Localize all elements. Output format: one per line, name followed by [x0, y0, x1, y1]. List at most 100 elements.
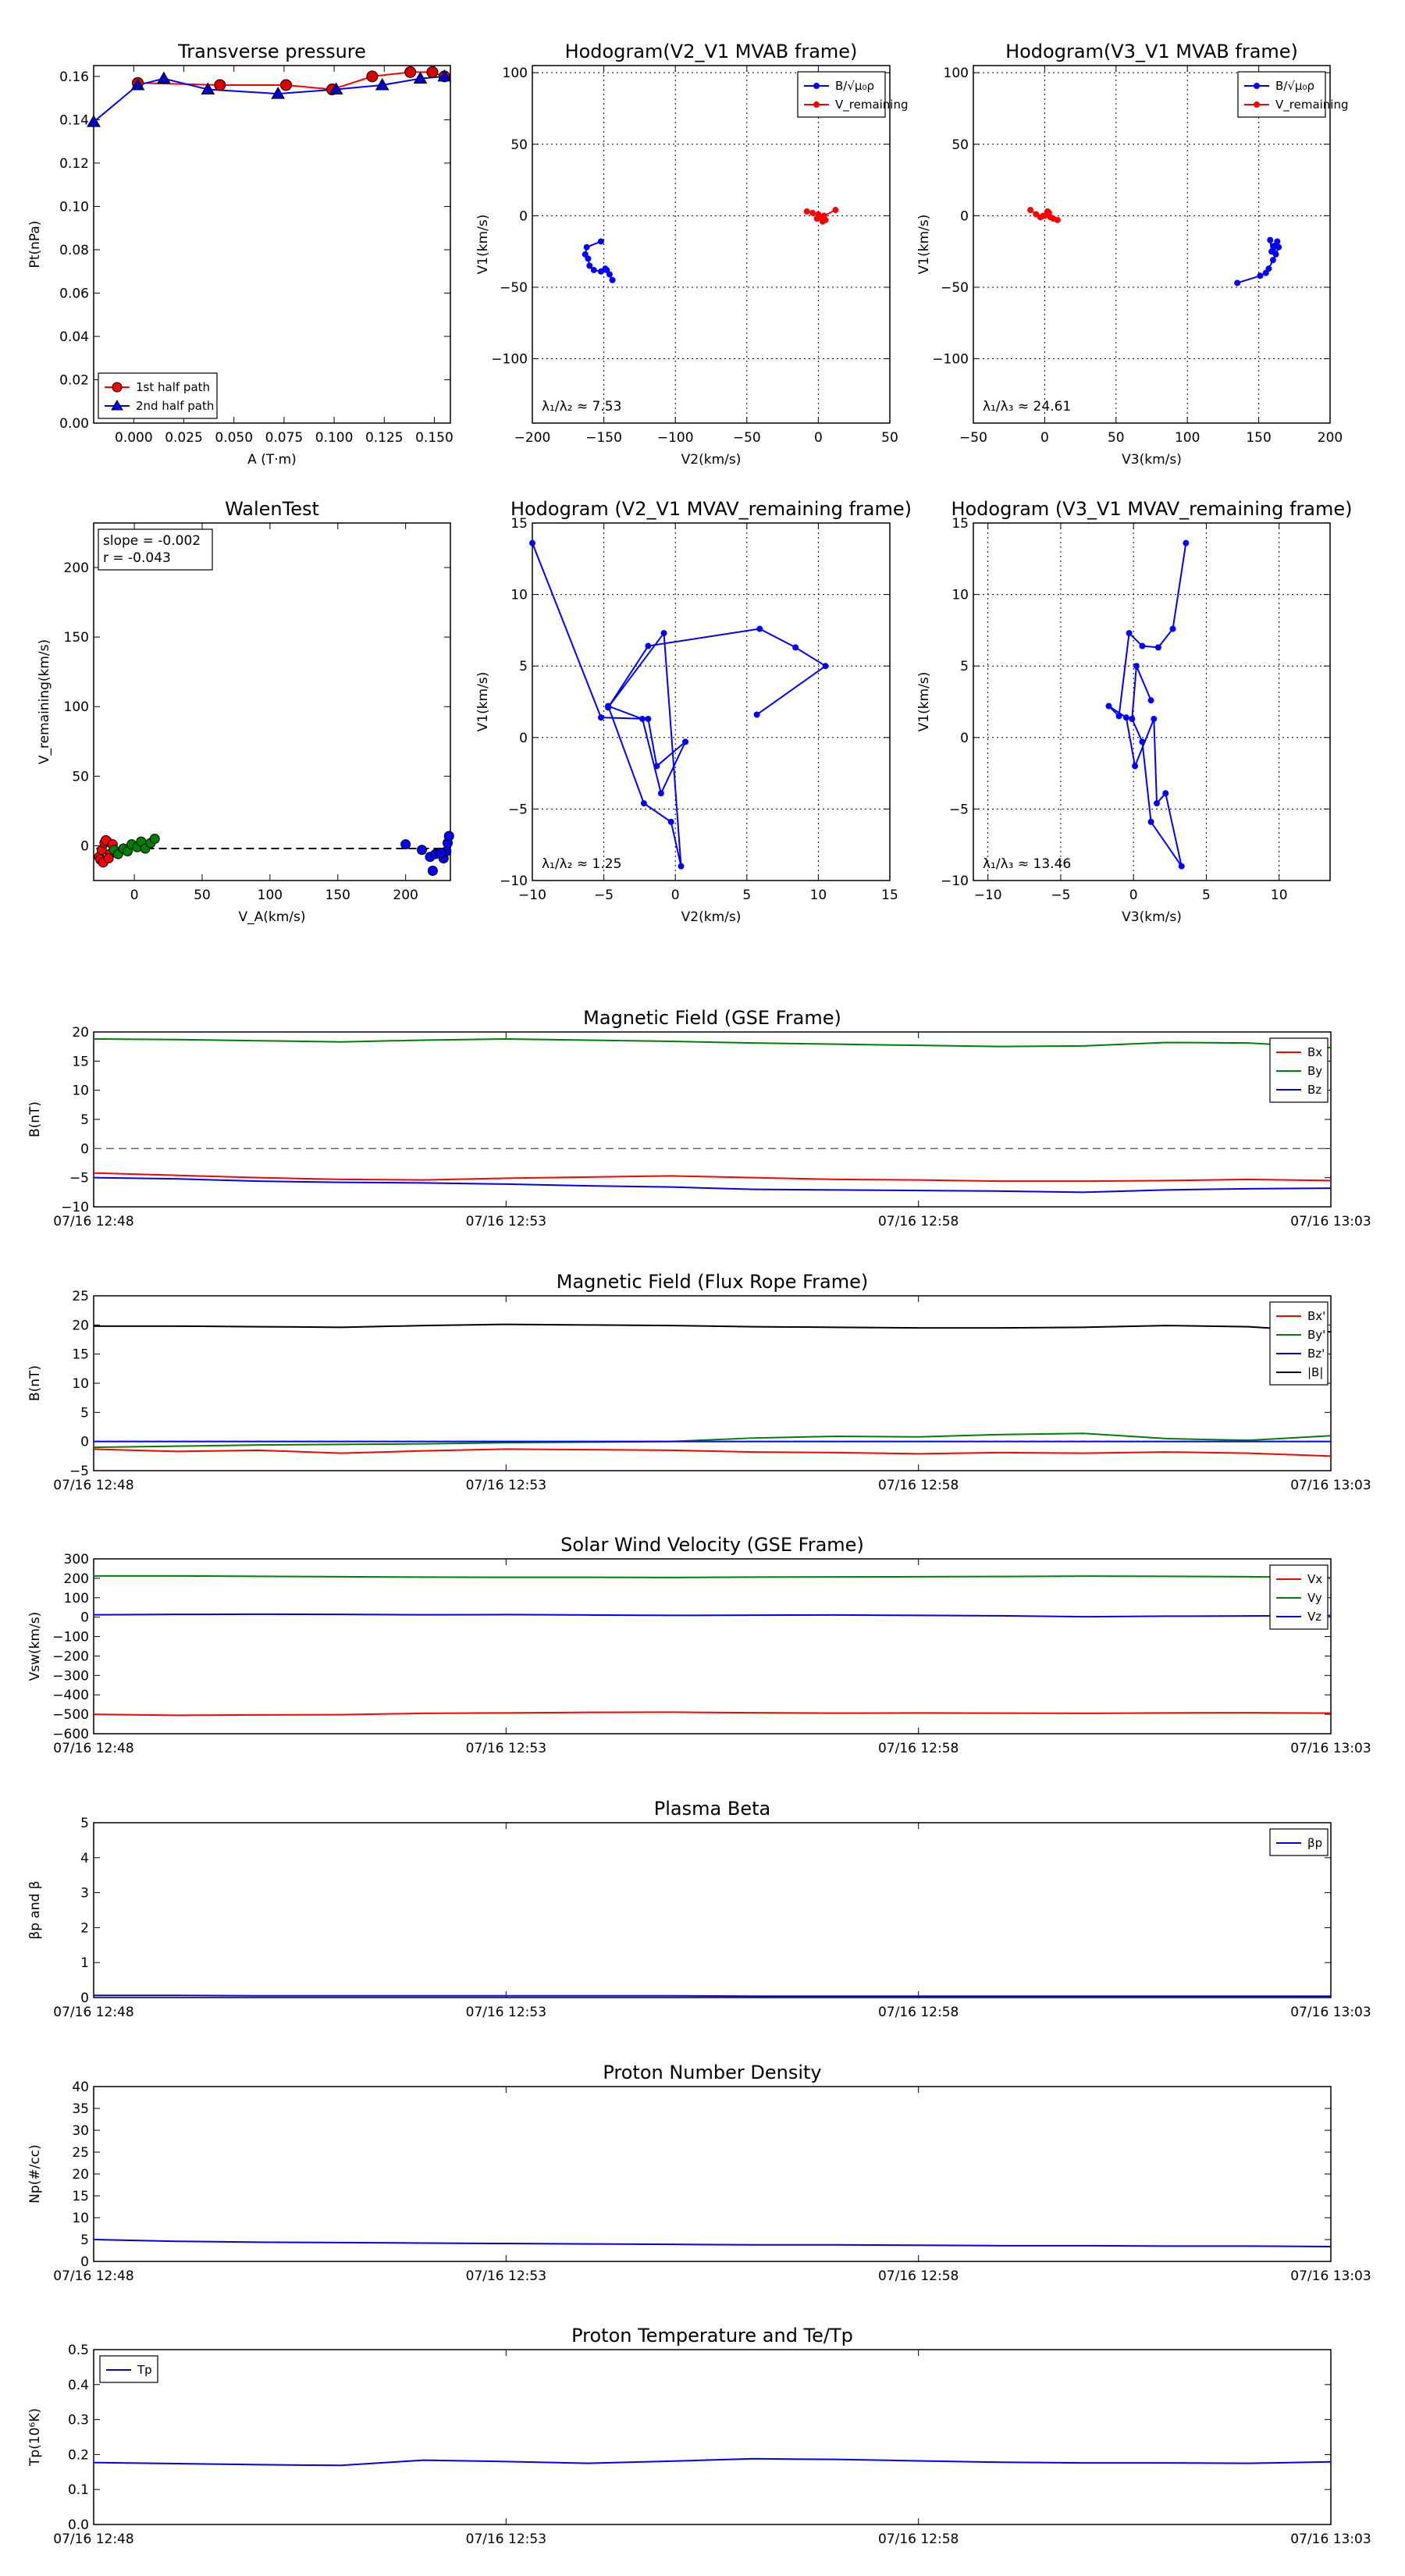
data-point [1265, 265, 1272, 272]
y-tick-label: 0.12 [59, 156, 89, 172]
y-axis-label: V1(km/s) [916, 215, 932, 275]
plot-frame [93, 2086, 1332, 2262]
x-tick-label: 200 [393, 888, 418, 903]
data-point [1147, 818, 1154, 825]
y-tick-label: −10 [941, 873, 969, 889]
y-axis-label: V1(km/s) [475, 215, 491, 275]
stats-line: r = -0.043 [103, 550, 171, 566]
x-tick-label: 100 [258, 888, 283, 903]
chart-proton-density: Proton Number Density Np(#/cc) 0 5 10 15 20 25 3… [27, 2062, 1371, 2284]
y-tick-label: −5 [69, 1171, 89, 1187]
y-tick-label: 50 [72, 769, 89, 785]
x-tick-label: 07/16 12:58 [878, 2532, 959, 2547]
data-point [822, 663, 829, 670]
x-tick-label: 07/16 12:48 [53, 2268, 133, 2284]
x-tick-label: 07/16 12:58 [878, 2268, 959, 2284]
y-tick-label: 5 [80, 1405, 89, 1421]
series-line-b [94, 1323, 1332, 1333]
chart-transverse-pressure: Transverse pressure Pt(nPa) A (T·m) 0.00 0.0… [27, 41, 454, 468]
y-tick-label: −5 [508, 802, 528, 817]
series-line-b [1108, 543, 1187, 867]
y-tick-label: 15 [72, 1054, 89, 1069]
x-tick-label: 100 [1175, 430, 1200, 446]
x-tick-label: 0 [1129, 888, 1138, 903]
chart-hodogram-v2-v1-mvav: Hodogram (V2_V1 MVAV_remaining frame) V1(… [475, 498, 912, 925]
y-tick-label: −100 [52, 1630, 89, 1646]
y-tick-label: −200 [52, 1649, 89, 1664]
data-point [586, 262, 593, 269]
chart-title: Hodogram(V2_V1 MVAB frame) [565, 41, 858, 62]
plot-frame [532, 522, 891, 881]
data-point [1129, 715, 1136, 722]
y-axis-label: βp and β [27, 1880, 43, 1939]
x-axis-label: A (T·m) [247, 452, 297, 468]
x-tick-label: −50 [959, 430, 987, 446]
x-tick-label: 07/16 13:03 [1290, 1478, 1371, 1493]
y-tick-label: 0.00 [59, 416, 89, 432]
data-point [606, 271, 613, 278]
y-tick-label: 0 [960, 208, 969, 224]
legend-label: Bx' [1307, 1309, 1325, 1323]
legend-marker [813, 101, 820, 108]
x-tick-label: 50 [194, 888, 211, 903]
x-tick-label: 0 [814, 430, 823, 446]
data-point-2nd-half [201, 82, 215, 95]
y-tick-label: 5 [80, 1816, 89, 1831]
legend-marker [1254, 83, 1260, 89]
y-axis-label: Tp(10⁶K) [27, 2408, 43, 2467]
chart-hodogram-v2-v1-mvab: Hodogram(V2_V1 MVAB frame) V1(km/s) V2(km/… [475, 41, 909, 468]
chart-title: Solar Wind Velocity (GSE Frame) [560, 1534, 864, 1556]
x-tick-label: 50 [1108, 430, 1125, 446]
data-point [803, 208, 810, 215]
y-tick-label: 0.06 [59, 286, 89, 301]
chart-title: Proton Number Density [603, 2062, 821, 2083]
data-point [820, 212, 827, 219]
data-point [660, 630, 667, 637]
data-point [678, 863, 685, 870]
y-tick-label: 20 [72, 1025, 89, 1041]
series-line-bz [93, 1176, 1332, 1194]
y-tick-label: 0.04 [59, 329, 89, 345]
y-tick-label: 35 [72, 2101, 89, 2117]
chart-walen-test: WalenTest V_remaining(km/s) V_A(km/s) 0 50 10… [37, 498, 454, 925]
series-line-2nd-half [93, 75, 445, 123]
data-point [667, 818, 674, 825]
legend-label: |B| [1307, 1365, 1323, 1379]
y-tick-label: −300 [52, 1668, 89, 1684]
plot-frame [93, 2349, 1332, 2525]
data-point [1115, 713, 1122, 720]
data-point [1154, 644, 1161, 651]
data-point-blue [427, 866, 438, 877]
x-tick-label: 07/16 12:48 [53, 1478, 133, 1493]
chart-title: Hodogram(V3_V1 MVAB frame) [1005, 41, 1298, 62]
y-tick-label: −400 [52, 1688, 89, 1703]
y-tick-label: −5 [949, 802, 969, 817]
x-tick-label: 5 [742, 888, 751, 903]
y-tick-label: −500 [52, 1707, 89, 1723]
stats-line: slope = -0.002 [103, 533, 201, 549]
y-tick-label: 100 [944, 66, 969, 81]
x-tick-label: −5 [594, 888, 614, 903]
x-tick-label: 07/16 12:53 [466, 2005, 546, 2020]
series-line-by [93, 1037, 1332, 1049]
data-point [645, 642, 652, 649]
y-axis-label: V_remaining(km/s) [37, 639, 52, 764]
legend-label: Tp [137, 2363, 152, 2377]
y-tick-label: −10 [500, 873, 528, 889]
x-tick-label: 0.125 [365, 430, 404, 446]
y-tick-label: 0 [80, 1610, 89, 1626]
data-point [1162, 790, 1169, 797]
data-point-1st-half [426, 66, 439, 78]
y-tick-label: 0 [519, 731, 528, 746]
x-tick-label: 07/16 13:03 [1290, 1214, 1371, 1229]
data-point-2nd-half [329, 82, 343, 95]
data-point [1154, 800, 1161, 807]
x-tick-label: 150 [1246, 430, 1271, 446]
x-tick-label: 0 [1040, 430, 1049, 446]
y-tick-label: −5 [69, 1464, 89, 1479]
chart-title: Hodogram (V2_V1 MVAV_remaining frame) [510, 498, 912, 520]
x-tick-label: 07/16 13:03 [1290, 2005, 1371, 2020]
y-axis-label: V1(km/s) [475, 672, 491, 732]
y-tick-label: 5 [519, 659, 528, 674]
x-tick-label: 07/16 13:03 [1290, 1741, 1371, 1756]
